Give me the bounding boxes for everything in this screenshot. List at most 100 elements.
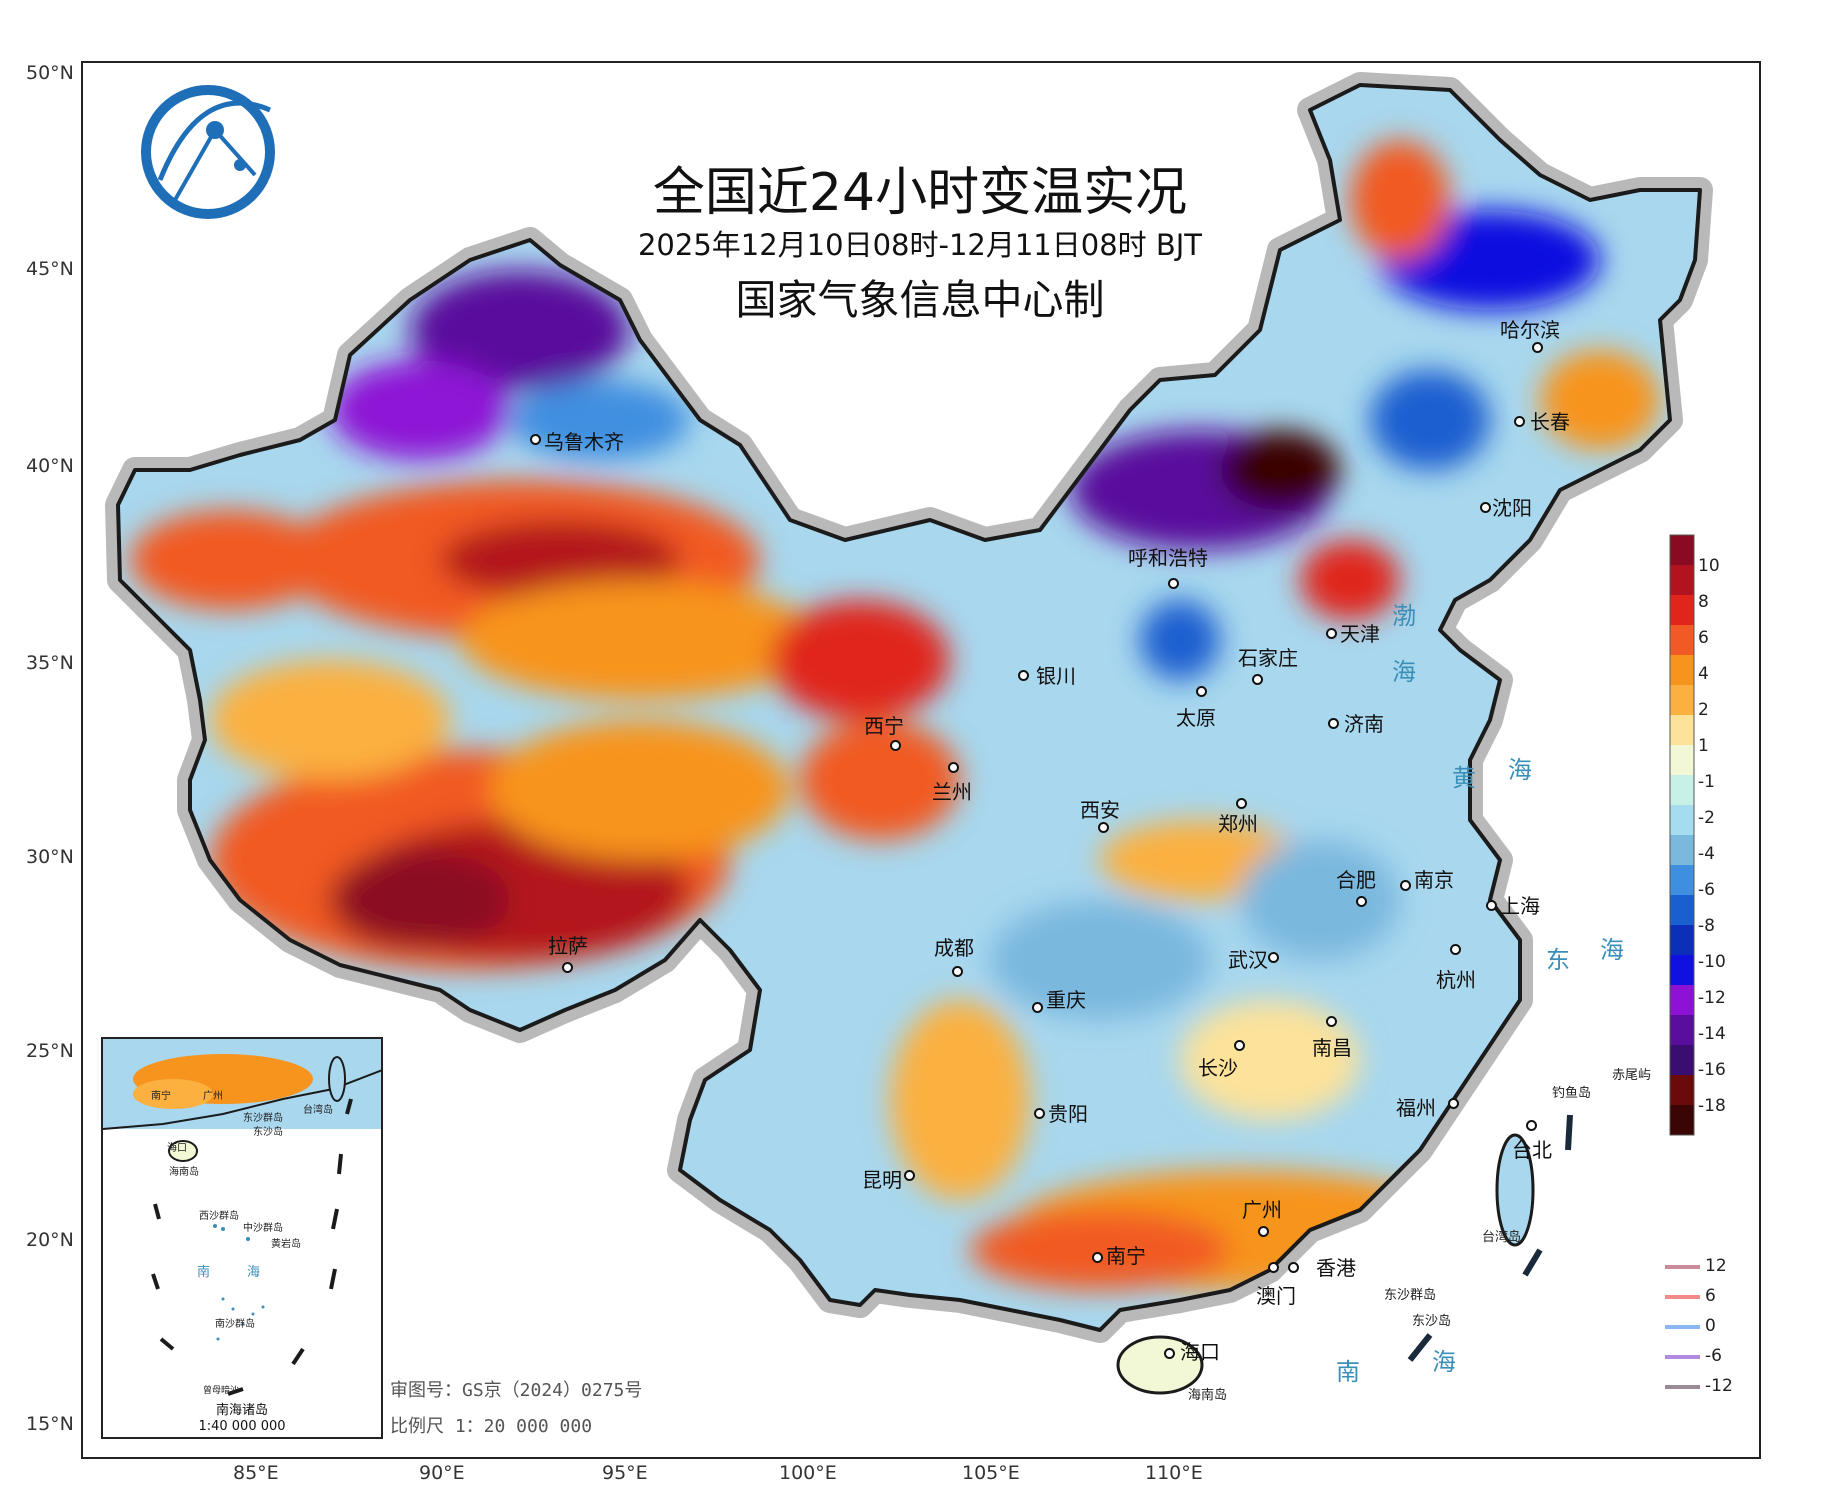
inset-label: 东沙群岛: [243, 1113, 283, 1124]
city-chengdu: 成都: [934, 936, 974, 960]
lat-label-35: 35°N: [26, 652, 74, 674]
lat-label-40: 40°N: [26, 455, 74, 477]
colorbar-swatch: [1670, 595, 1694, 626]
lat-label-25: 25°N: [26, 1040, 74, 1062]
city-marker: [562, 962, 573, 973]
city-marker: [1400, 880, 1411, 891]
map-producer: 国家气象信息中心制: [735, 276, 1105, 324]
sea-label-huanghai-1: 黄: [1452, 764, 1476, 792]
colorbar-swatch: [1670, 565, 1694, 596]
colorbar-label: -2: [1698, 808, 1715, 828]
city-kunming: 昆明: [862, 1168, 902, 1192]
city-marker: [890, 740, 901, 751]
city-lanzhou: 兰州: [932, 780, 972, 804]
review-number: 审图号：GS京（2024）0275号: [390, 1380, 643, 1401]
inset-label: 曾母暗沙: [203, 1386, 240, 1396]
city-hohhot: 呼和浩特: [1128, 546, 1208, 570]
inset-label: 东沙岛: [253, 1127, 283, 1138]
colorbar-label: 8: [1698, 592, 1709, 612]
city-marker: [1018, 670, 1029, 681]
lat-label-15: 15°N: [26, 1413, 74, 1435]
colorbar-label: 4: [1698, 664, 1709, 684]
colorbar-label: 6: [1698, 628, 1709, 648]
label-hainan-island: 海南岛: [1188, 1388, 1228, 1403]
city-guiyang: 贵阳: [1048, 1102, 1088, 1126]
inset-label: 海口: [167, 1143, 187, 1154]
city-marker: [1268, 952, 1279, 963]
city-shenyang: 沈阳: [1492, 496, 1532, 520]
city-chongqing: 重庆: [1046, 988, 1086, 1012]
city-guangzhou: 广州: [1242, 1198, 1282, 1222]
colorbar-label: -12: [1698, 988, 1726, 1008]
colorbar-swatch: [1670, 1075, 1694, 1106]
sea-label-nanhai-2: 海: [1432, 1348, 1456, 1376]
isoline-label: -6: [1705, 1346, 1722, 1366]
colorbar-label: 1: [1698, 736, 1709, 756]
city-marker: [1168, 578, 1179, 589]
inset-label: 南宁: [151, 1091, 171, 1102]
colorbar-swatch: [1670, 895, 1694, 926]
colorbar-swatch: [1670, 865, 1694, 896]
inset-label: 西沙群岛: [199, 1211, 239, 1222]
lon-label-95: 95°E: [602, 1462, 648, 1484]
colorbar-swatch: [1670, 985, 1694, 1016]
city-marker: [948, 762, 959, 773]
city-marker: [1196, 686, 1207, 697]
colorbar-swatch: [1670, 745, 1694, 776]
city-nanning: 南宁: [1106, 1244, 1146, 1268]
sea-label-huanghai-2: 海: [1508, 756, 1532, 784]
lat-label-45: 45°N: [26, 258, 74, 280]
colorbar-swatch: [1670, 715, 1694, 746]
south-china-sea-inset: 南宁 广州 台湾岛 海口 海南岛 东沙群岛 东沙岛 西沙群岛 中沙群岛 黄岩岛 …: [101, 1037, 383, 1439]
city-tianjin: 天津: [1340, 622, 1380, 646]
city-nanjing: 南京: [1414, 868, 1454, 892]
colorbar-label: -18: [1698, 1096, 1726, 1116]
nmic-logo: [141, 85, 275, 219]
map-subtitle: 2025年12月10日08时-12月11日08时 BJT: [637, 228, 1203, 262]
city-changchun: 长春: [1530, 410, 1570, 434]
inset-label: 黄岩岛: [271, 1239, 301, 1250]
city-hefei: 合肥: [1336, 868, 1376, 892]
colorbar-swatch: [1670, 685, 1694, 716]
inset-label: 南沙群岛: [215, 1319, 255, 1330]
label-dongsha-island: 东沙岛: [1412, 1314, 1452, 1329]
colorbar-swatch: [1670, 1045, 1694, 1076]
city-zhengzhou: 郑州: [1218, 812, 1258, 836]
city-taipei: 台北: [1512, 1138, 1552, 1162]
city-marker: [1034, 1108, 1045, 1119]
isoline-label: 6: [1705, 1286, 1716, 1306]
city-marker: [1098, 822, 1109, 833]
colorbar-label: -4: [1698, 844, 1715, 864]
city-lhasa: 拉萨: [548, 934, 588, 958]
map-title: 全国近24小时变温实况: [652, 163, 1188, 223]
inset-label: 中沙群岛: [243, 1223, 283, 1234]
city-marker: [530, 434, 541, 445]
lon-label-90: 90°E: [419, 1462, 465, 1484]
city-jinan: 济南: [1344, 712, 1384, 736]
label-dongsha-islands: 东沙群岛: [1384, 1288, 1437, 1303]
city-marker: [1514, 416, 1525, 427]
city-marker: [1032, 1002, 1043, 1013]
colorbar-swatch: [1670, 535, 1694, 566]
lon-label-85: 85°E: [233, 1462, 279, 1484]
city-xining: 西宁: [864, 714, 904, 738]
colorbar-label: -10: [1698, 952, 1726, 972]
colorbar-swatch: [1670, 1105, 1694, 1136]
city-marker: [1234, 1040, 1245, 1051]
colorbar-swatch: [1670, 1015, 1694, 1046]
city-marker: [1092, 1252, 1103, 1263]
lon-label-105: 105°E: [962, 1462, 1020, 1484]
city-marker: [1532, 342, 1543, 353]
isoline-label: 0: [1705, 1316, 1716, 1336]
sea-label-donghai-1: 东: [1546, 946, 1570, 974]
inset-label: 广州: [203, 1091, 223, 1102]
label-chiweiyu: 赤尾屿: [1612, 1068, 1652, 1083]
city-hongkong: 香港: [1316, 1256, 1356, 1280]
map-frame: [81, 61, 1761, 1459]
colorbar-swatch: [1670, 625, 1694, 656]
city-marker: [1164, 1348, 1175, 1359]
city-marker: [1268, 1262, 1279, 1273]
city-marker: [1450, 944, 1461, 955]
sea-label-bohai-1: 渤: [1392, 602, 1416, 630]
